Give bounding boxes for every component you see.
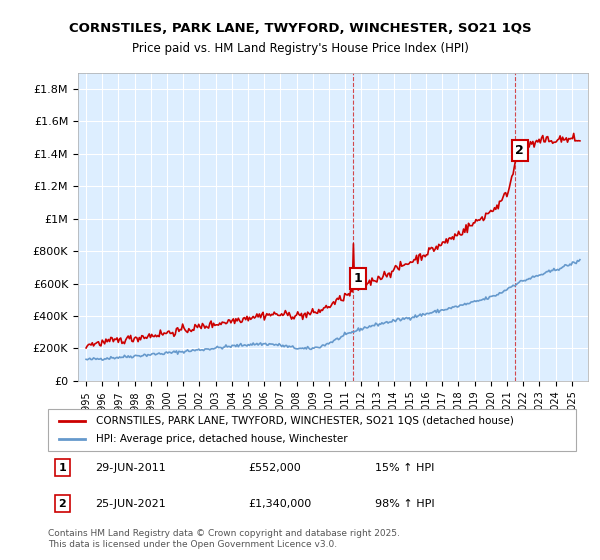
Text: £1,340,000: £1,340,000 (248, 499, 312, 509)
Text: Price paid vs. HM Land Registry's House Price Index (HPI): Price paid vs. HM Land Registry's House … (131, 42, 469, 55)
Text: 1: 1 (59, 463, 67, 473)
Text: 29-JUN-2011: 29-JUN-2011 (95, 463, 166, 473)
Text: 1: 1 (353, 272, 362, 285)
Text: 25-JUN-2021: 25-JUN-2021 (95, 499, 166, 509)
Text: £552,000: £552,000 (248, 463, 301, 473)
Text: 2: 2 (59, 499, 67, 509)
FancyBboxPatch shape (48, 409, 576, 451)
Text: HPI: Average price, detached house, Winchester: HPI: Average price, detached house, Winc… (95, 434, 347, 444)
Text: 2: 2 (515, 144, 524, 157)
Text: 98% ↑ HPI: 98% ↑ HPI (376, 499, 435, 509)
Bar (353, 73, 515, 381)
Text: 15% ↑ HPI: 15% ↑ HPI (376, 463, 435, 473)
Text: Contains HM Land Registry data © Crown copyright and database right 2025.
This d: Contains HM Land Registry data © Crown c… (48, 529, 400, 549)
Text: CORNSTILES, PARK LANE, TWYFORD, WINCHESTER, SO21 1QS: CORNSTILES, PARK LANE, TWYFORD, WINCHEST… (68, 22, 532, 35)
Text: CORNSTILES, PARK LANE, TWYFORD, WINCHESTER, SO21 1QS (detached house): CORNSTILES, PARK LANE, TWYFORD, WINCHEST… (95, 416, 514, 426)
